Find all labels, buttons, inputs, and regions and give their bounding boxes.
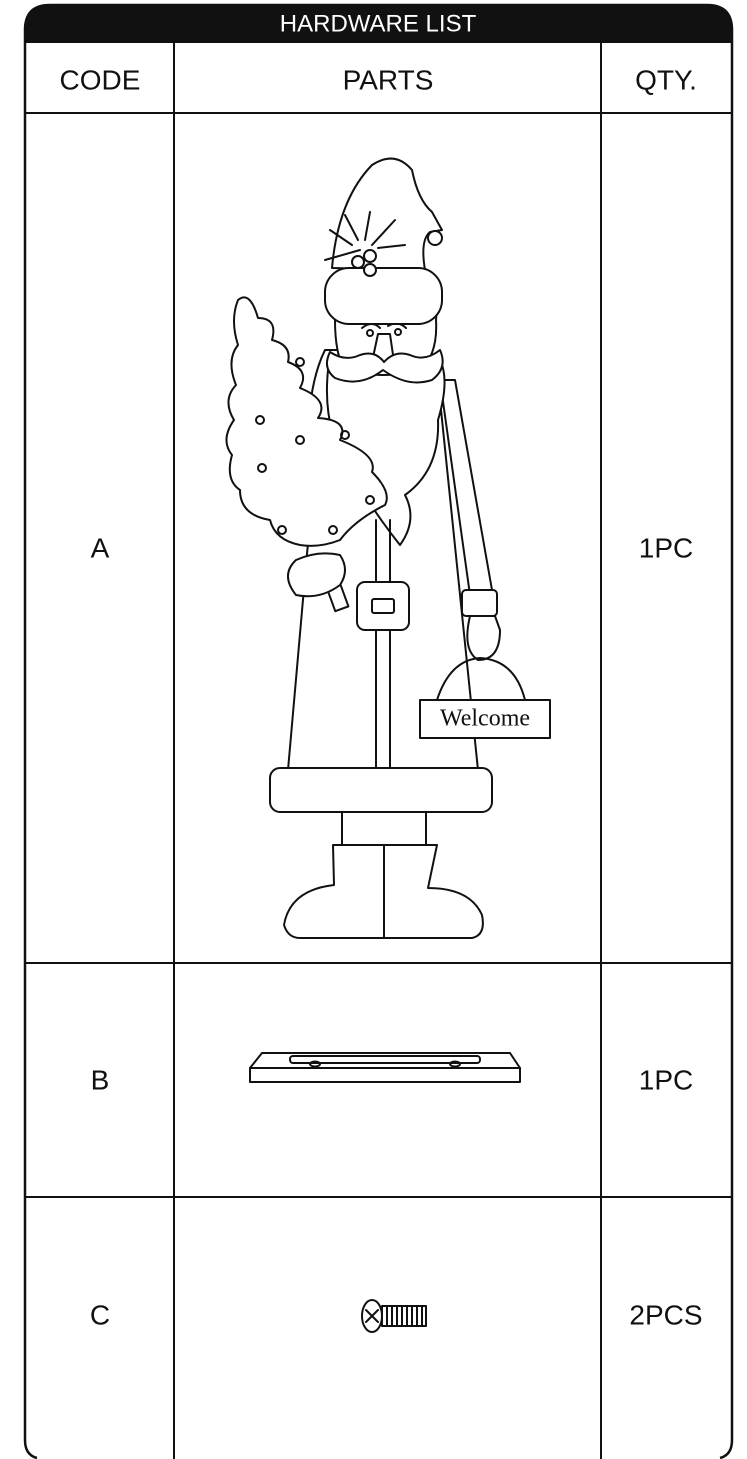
column-header: PARTS bbox=[343, 64, 434, 95]
header-title: HARDWARE LIST bbox=[280, 10, 477, 37]
table-grid bbox=[25, 43, 732, 1459]
qty: 2PCS bbox=[629, 1299, 702, 1330]
qty: 1PC bbox=[639, 532, 693, 563]
column-header: CODE bbox=[60, 64, 141, 95]
code: B bbox=[91, 1064, 110, 1095]
part-b-illustration bbox=[249, 1052, 521, 1083]
qty: 1PC bbox=[639, 1064, 693, 1095]
code: C bbox=[90, 1299, 110, 1330]
header-bar bbox=[25, 5, 732, 43]
column-header: QTY. bbox=[635, 64, 697, 95]
code: A bbox=[91, 532, 110, 563]
part-a-illustration: Welcome bbox=[225, 157, 551, 939]
part-c-illustration bbox=[361, 1299, 427, 1333]
sign-text: Welcome bbox=[440, 706, 530, 732]
